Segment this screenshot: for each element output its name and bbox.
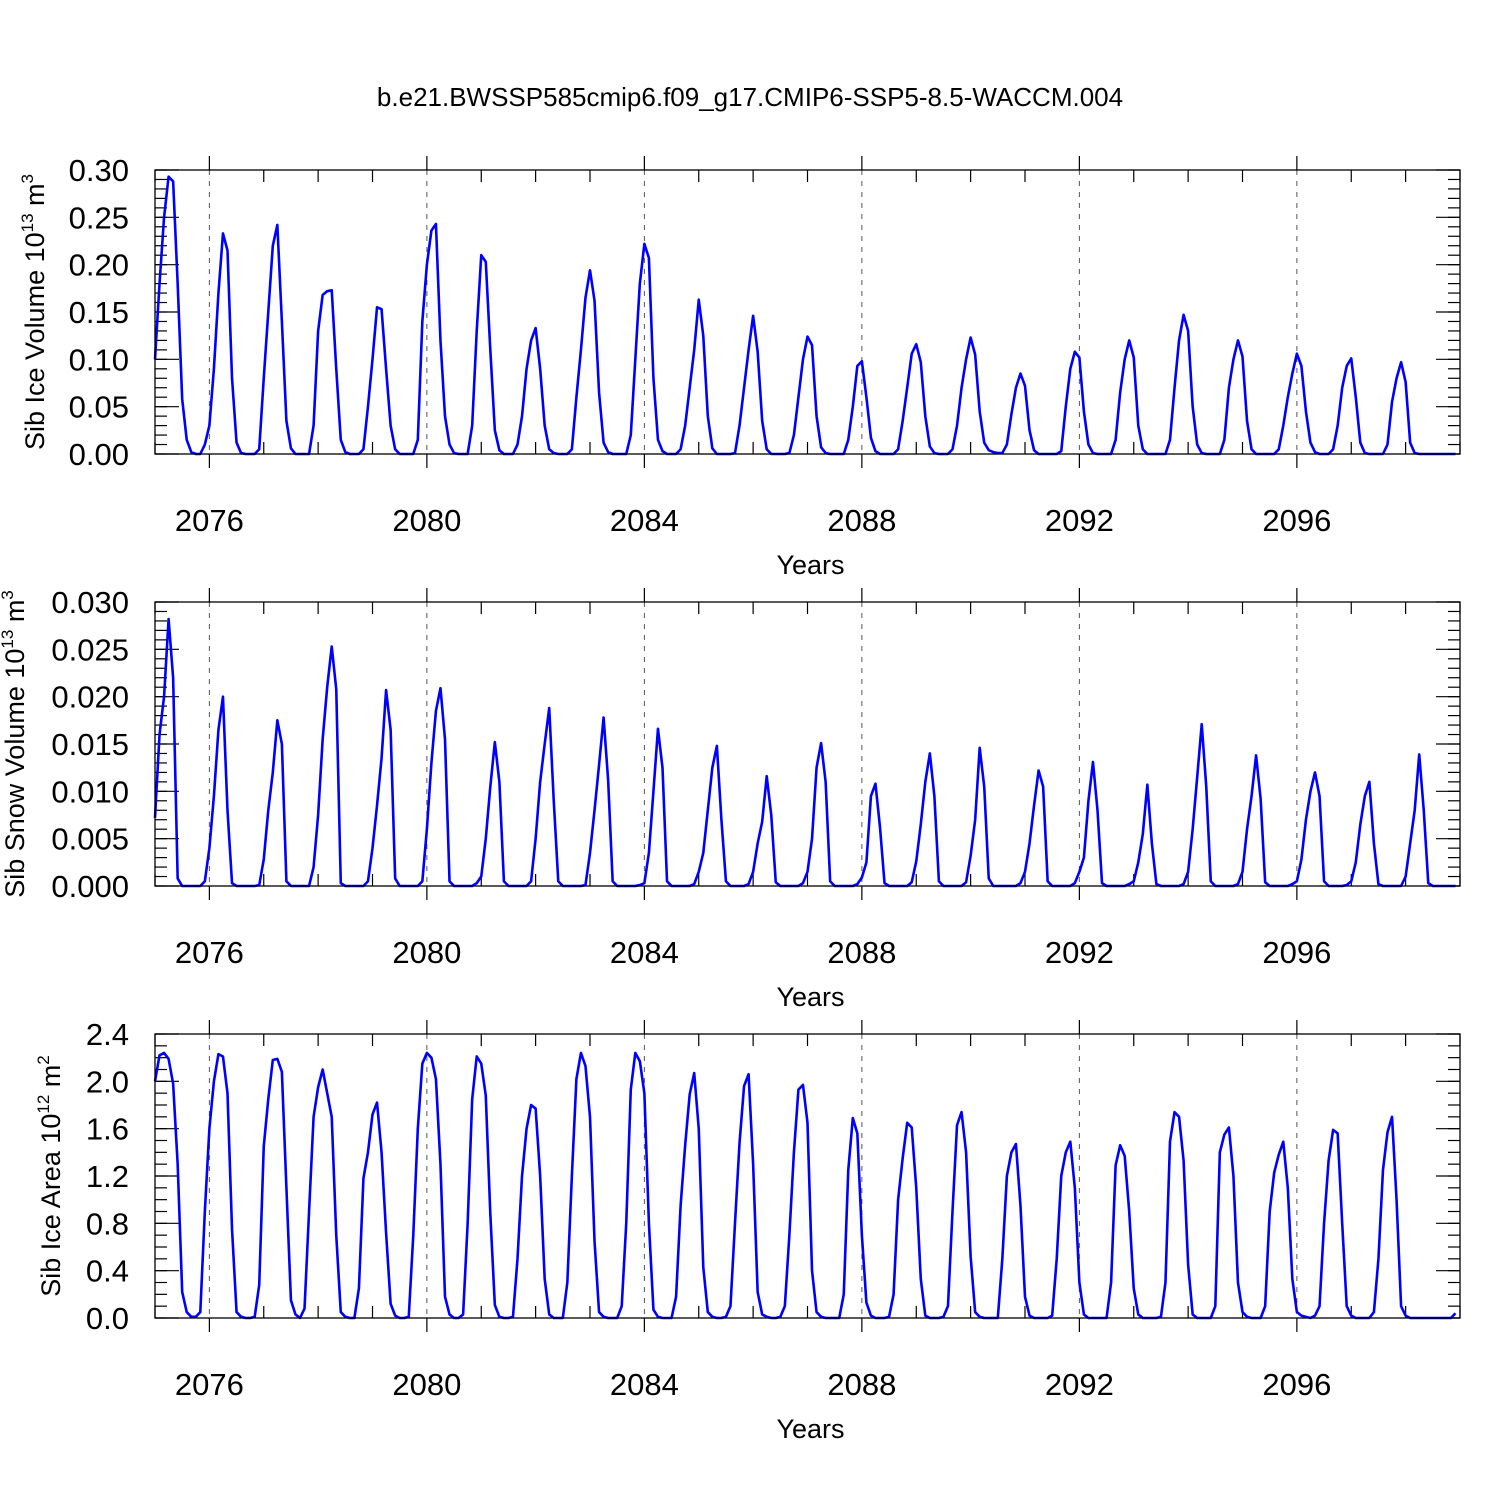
ice-area-ytick-label: 0.0 [86,1301,129,1336]
snow-volume-ytick-label: 0.030 [51,585,129,620]
ice-volume-xtick-label: 2084 [610,503,679,538]
ice-volume-plot-frame [154,169,1461,455]
ice-area-ytick-label: 2.0 [86,1064,129,1099]
snow-volume-plot-frame [154,601,1461,887]
ice-volume-ytick-label: 0.20 [69,248,129,283]
ice-volume-ytick-label: 0.25 [69,200,129,235]
ice-area-xlabel: Years [776,1414,844,1444]
ice-volume-ytick-label: 0.10 [69,342,129,377]
ice-volume-series-line [153,175,1456,456]
ice-area-ylabel: Sib Ice Area 1012 m2 [34,1055,66,1297]
ice-area-ytick-label: 1.6 [86,1112,129,1147]
ice-volume-xtick-label: 2088 [827,503,896,538]
snow-volume-ylabel: Sib Snow Volume 1013 m3 [0,590,30,898]
ice-volume-ytick-label: 0.30 [69,153,129,188]
ice-area-ylabel-sup: 12 [34,1095,53,1114]
snow-volume-series-line [153,617,1456,888]
ice-volume-xlabel: Years [776,550,844,580]
snow-volume-ytick-label: 0.015 [51,727,129,762]
ice-volume-ytick-label: 0.00 [69,437,129,472]
ice-area-series-line [153,1051,1457,1320]
ice-area-ylabel-part: Sib Ice Area 10 [36,1114,66,1297]
snow-volume-xlabel: Years [776,982,844,1012]
chart-title: b.e21.BWSSP585cmip6.f09_g17.CMIP6-SSP5-8… [377,82,1123,112]
snow-volume-ylabel-sup: 3 [0,590,17,599]
snow-volume-ylabel-part: m [0,600,30,630]
snow-volume-xtick-label: 2096 [1262,935,1331,970]
snow-volume-xtick-label: 2092 [1045,935,1114,970]
snow-volume-ylabel-part: Sib Snow Volume 10 [0,649,30,898]
ice-volume-ylabel-sup: 13 [18,213,37,232]
snow-volume-ytick-label: 0.010 [51,774,129,809]
ice-area-ytick-label: 1.2 [86,1159,129,1194]
ice-volume-xtick-label: 2096 [1262,503,1331,538]
snow-volume-ylabel-sup: 13 [0,630,17,649]
panel-ice-volume: 0.00 0.05 0.10 0.15 0.20 0.25 0.30 2076 2080 2084… [18,153,1461,580]
ice-area-xtick-label: 2080 [392,1367,461,1402]
snow-volume-ytick-label: 0.020 [51,680,129,715]
ice-area-ylabel-sup: 2 [34,1055,53,1064]
snow-volume-xtick-label: 2084 [610,935,679,970]
ice-volume-ytick-label: 0.05 [69,390,129,425]
snow-volume-xtick-label: 2088 [827,935,896,970]
ice-volume-xtick-label: 2076 [175,503,244,538]
ice-volume-ylabel: Sib Ice Volume 1013 m3 [18,174,50,450]
ice-volume-ylabel-part: m [20,183,50,213]
ice-area-ylabel-part: m [36,1065,66,1095]
ice-volume-ylabel-sup: 3 [18,174,37,183]
ice-volume-ytick-label: 0.15 [69,295,129,330]
snow-volume-xtick-label: 2080 [392,935,461,970]
ice-area-plot-frame [154,1033,1461,1319]
ice-volume-xtick-label: 2080 [392,503,461,538]
snow-volume-ytick-label: 0.005 [51,822,129,857]
snow-volume-ytick-label: 0.025 [51,632,129,667]
ice-area-ytick-label: 2.4 [86,1017,129,1052]
ice-volume-xtick-label: 2092 [1045,503,1114,538]
ice-area-xtick-label: 2096 [1262,1367,1331,1402]
ice-area-ytick-label: 0.8 [86,1206,129,1241]
ice-volume-ylabel-part: Sib Ice Volume 10 [20,232,50,450]
panel-ice-area: 0.0 0.4 0.8 1.2 1.6 2.0 2.4 2076 2080 2084 2088 209… [34,1017,1461,1444]
snow-volume-xtick-label: 2076 [175,935,244,970]
ice-area-xtick-label: 2088 [827,1367,896,1402]
panel-snow-volume: 0.000 0.005 0.010 0.015 0.020 0.025 0.030 2076 2… [0,585,1461,1012]
ice-area-xtick-label: 2076 [175,1367,244,1402]
ice-area-xtick-label: 2092 [1045,1367,1114,1402]
snow-volume-ytick-label: 0.000 [51,869,129,904]
ice-area-xtick-label: 2084 [610,1367,679,1402]
ice-area-ytick-label: 0.4 [86,1254,129,1289]
